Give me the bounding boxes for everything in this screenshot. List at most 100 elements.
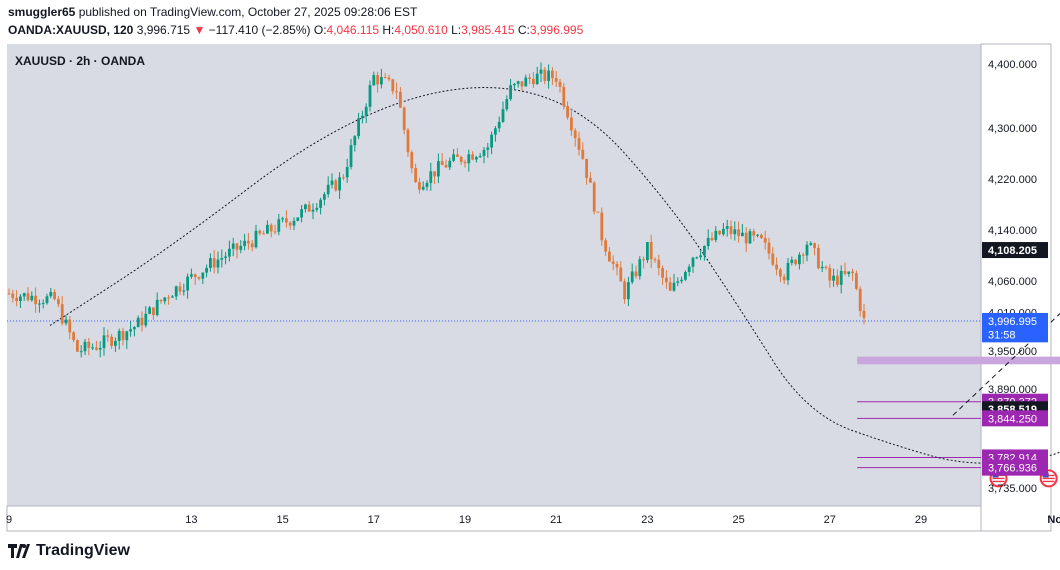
support-zone[interactable] (857, 356, 1060, 365)
candle-body[interactable] (718, 230, 721, 235)
candle-body[interactable] (182, 290, 186, 292)
candle-body[interactable] (414, 168, 417, 183)
candle-body[interactable] (836, 275, 839, 285)
candle-body[interactable] (687, 266, 691, 272)
candle-body[interactable] (570, 117, 573, 131)
candle-body[interactable] (345, 166, 349, 178)
candle-body[interactable] (418, 182, 421, 190)
candle-body[interactable] (273, 231, 277, 233)
candle-body[interactable] (22, 293, 26, 297)
candle-body[interactable] (478, 156, 482, 158)
candle-body[interactable] (254, 230, 258, 248)
candle-body[interactable] (820, 266, 824, 269)
candle-body[interactable] (163, 297, 167, 302)
candle-body[interactable] (262, 233, 265, 235)
candle-body[interactable] (292, 220, 296, 226)
price-axis-label[interactable]: 3,996.995 (982, 312, 1048, 329)
candle-body[interactable] (277, 219, 281, 232)
candle-body[interactable] (562, 86, 566, 107)
candle-body[interactable] (228, 248, 231, 257)
candle-body[interactable] (497, 121, 501, 129)
candle-body[interactable] (619, 267, 623, 282)
candle-body[interactable] (224, 256, 227, 259)
candle-body[interactable] (68, 319, 72, 333)
candle-body[interactable] (402, 107, 406, 130)
candle-body[interactable] (520, 81, 524, 87)
candle-body[interactable] (703, 246, 706, 256)
candle-body[interactable] (786, 262, 790, 281)
candle-body[interactable] (741, 232, 744, 237)
candle-body[interactable] (585, 158, 588, 178)
candle-body[interactable] (209, 258, 212, 268)
price-axis-label[interactable]: 3,844.250 (982, 410, 1048, 427)
candle-body[interactable] (304, 204, 307, 210)
candle-body[interactable] (220, 258, 224, 260)
candle-body[interactable] (798, 254, 801, 265)
candle-body[interactable] (19, 296, 22, 302)
candle-body[interactable] (300, 209, 303, 218)
candle-body[interactable] (334, 180, 338, 191)
candle-body[interactable] (471, 154, 474, 160)
candle-body[interactable] (26, 293, 30, 301)
candle-body[interactable] (524, 77, 528, 87)
tradingview-logo[interactable]: TradingView (8, 542, 130, 560)
candle-body[interactable] (125, 331, 129, 341)
candle-body[interactable] (330, 180, 334, 185)
candle-body[interactable] (646, 242, 649, 261)
candle-body[interactable] (205, 267, 208, 273)
candle-body[interactable] (608, 251, 611, 262)
candle-body[interactable] (178, 286, 182, 292)
candle-body[interactable] (528, 77, 531, 79)
candle-body[interactable] (592, 182, 596, 212)
candle-body[interactable] (41, 303, 45, 305)
candle-body[interactable] (186, 276, 189, 291)
candle-body[interactable] (684, 271, 687, 280)
candle-body[interactable] (83, 341, 87, 352)
candle-body[interactable] (269, 224, 273, 232)
candle-body[interactable] (349, 145, 353, 167)
candle-body[interactable] (239, 245, 243, 250)
candle-body[interactable] (634, 271, 638, 277)
candle-body[interactable] (174, 286, 178, 297)
candle-body[interactable] (410, 152, 414, 169)
candle-body[interactable] (11, 293, 15, 298)
candle-body[interactable] (7, 293, 11, 295)
candle-body[interactable] (801, 254, 805, 256)
candle-body[interactable] (782, 276, 786, 281)
candle-body[interactable] (763, 237, 767, 243)
candle-body[interactable] (551, 70, 554, 79)
candle-body[interactable] (391, 79, 395, 92)
candle-body[interactable] (91, 347, 94, 349)
candle-body[interactable] (406, 129, 410, 153)
candle-body[interactable] (722, 228, 725, 235)
candle-body[interactable] (649, 242, 653, 260)
candle-body[interactable] (691, 257, 695, 267)
candle-body[interactable] (539, 69, 543, 74)
candle-body[interactable] (152, 307, 155, 316)
candle-body[interactable] (661, 268, 664, 278)
candle-body[interactable] (779, 269, 782, 277)
author-name[interactable]: smuggler65 (8, 5, 76, 19)
candle-body[interactable] (98, 348, 102, 350)
candle-body[interactable] (193, 274, 197, 278)
candle-body[interactable] (855, 273, 858, 289)
candle-body[interactable] (433, 171, 436, 177)
candle-body[interactable] (102, 335, 106, 349)
candle-body[interactable] (858, 288, 862, 311)
plot-background[interactable] (7, 44, 981, 506)
candle-body[interactable] (813, 243, 816, 249)
candle-body[interactable] (767, 242, 771, 254)
candle-body[interactable] (311, 209, 315, 212)
candle-body[interactable] (600, 212, 604, 241)
candle-body[interactable] (509, 85, 512, 100)
candle-body[interactable] (824, 266, 828, 268)
candle-body[interactable] (201, 272, 205, 279)
candle-body[interactable] (680, 279, 683, 282)
candle-body[interactable] (737, 229, 740, 237)
candle-body[interactable] (387, 77, 391, 80)
candle-body[interactable] (258, 230, 262, 234)
candle-body[interactable] (794, 259, 797, 265)
candle-body[interactable] (699, 255, 702, 258)
candle-body[interactable] (490, 134, 493, 148)
